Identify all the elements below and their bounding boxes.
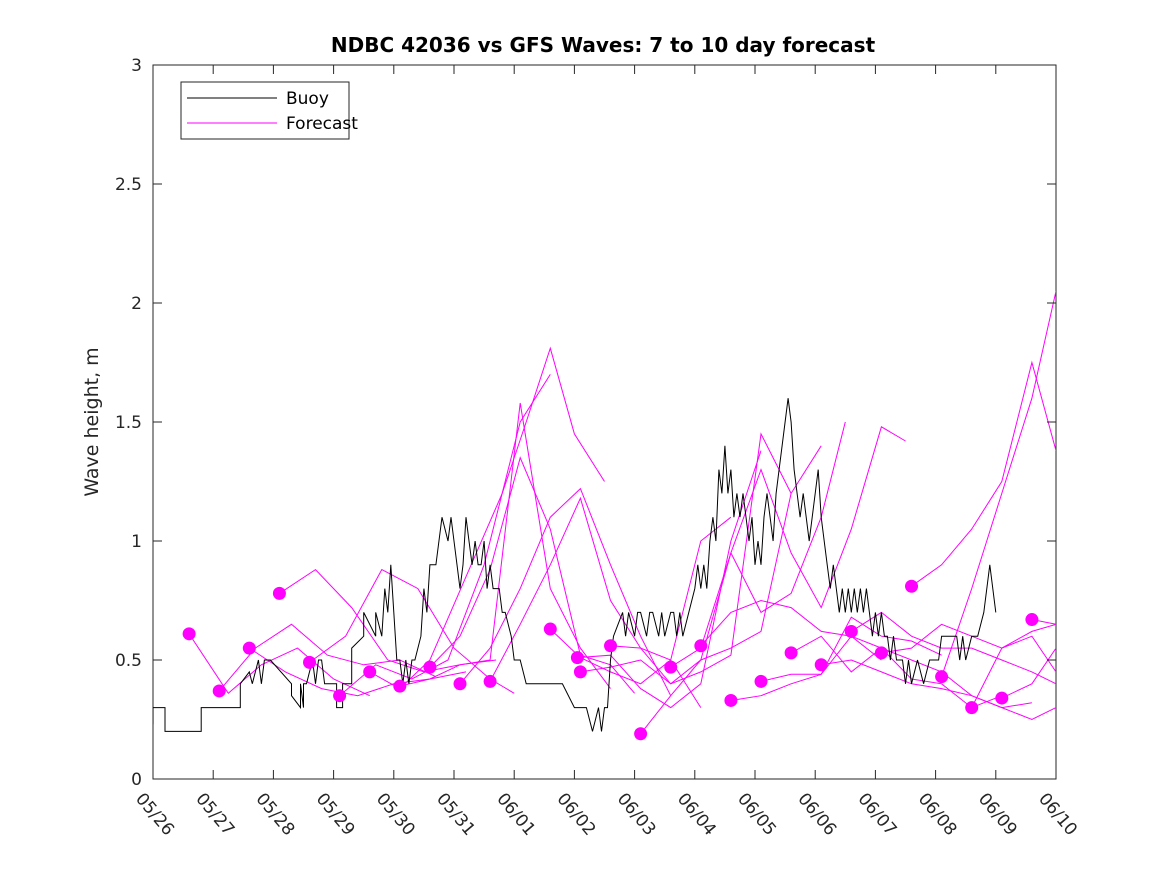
x-tick-label: 06/03 <box>613 789 660 839</box>
forecast-start-marker <box>363 665 377 679</box>
forecast-start-marker <box>543 622 557 636</box>
forecast-start-marker <box>965 701 979 715</box>
series-group <box>153 290 1056 741</box>
forecast-start-marker <box>784 646 798 660</box>
x-tick-label: 05/27 <box>191 789 238 839</box>
legend-label-forecast: Forecast <box>286 114 358 134</box>
forecast-line <box>399 402 611 689</box>
x-tick-label: 06/06 <box>793 789 840 839</box>
forecast-start-marker <box>483 674 497 688</box>
y-tick-label: 2.5 <box>115 175 142 195</box>
forecast-line <box>911 360 1056 587</box>
forecast-start-marker <box>995 691 1009 705</box>
forecast-start-marker <box>724 693 738 707</box>
y-tick-label: 3 <box>131 56 142 76</box>
forecast-line <box>971 635 1056 708</box>
legend-box <box>180 81 350 140</box>
forecast-start-marker <box>182 627 196 641</box>
forecast-start-marker <box>814 658 828 672</box>
forecast-start-marker <box>634 727 648 741</box>
forecast-start-marker <box>935 670 949 684</box>
x-tick-label: 06/04 <box>673 789 720 839</box>
forecast-start-marker <box>754 674 768 688</box>
x-tick-label: 06/01 <box>492 789 539 839</box>
legend-label-buoy: Buoy <box>286 89 329 109</box>
forecast-start-marker <box>844 624 858 638</box>
forecast-start-marker <box>905 579 919 593</box>
x-tick-label: 05/30 <box>372 789 419 839</box>
forecast-start-marker <box>1025 613 1039 627</box>
legend: Buoy Forecast <box>180 81 358 140</box>
forecast-start-marker <box>570 651 584 665</box>
forecast-line <box>577 450 762 709</box>
forecast-start-marker <box>604 639 618 653</box>
forecast-line <box>188 633 370 697</box>
forecast-start-marker <box>573 665 587 679</box>
forecast-line <box>821 659 1056 721</box>
forecast-start-marker <box>664 660 678 674</box>
forecast-start-marker <box>423 660 437 674</box>
x-tick-label: 06/07 <box>854 789 901 839</box>
y-tick-label: 1.5 <box>115 413 142 433</box>
y-tick-label: 0 <box>131 770 142 790</box>
y-tick-label: 0.5 <box>115 651 142 671</box>
plot-area <box>152 64 1057 780</box>
forecast-line <box>429 456 635 694</box>
x-tick-label: 06/05 <box>733 789 780 839</box>
forecast-line <box>670 426 906 668</box>
chart-title: NDBC 42036 vs GFS Waves: 7 to 10 day for… <box>331 33 876 57</box>
forecast-start-marker <box>874 646 888 660</box>
forecast-start-marker <box>242 641 256 655</box>
x-tick-label: 06/09 <box>974 789 1021 839</box>
y-axis-ticks: 0 0.5 1 1.5 2 2.5 3 <box>115 56 1056 790</box>
forecast-line <box>730 616 942 701</box>
forecast-line <box>459 487 672 696</box>
forecast-start-marker <box>694 639 708 653</box>
forecast-start-marker <box>333 689 347 703</box>
forecast-start-marker <box>212 684 226 698</box>
forecast-line <box>851 611 1056 685</box>
y-tick-label: 1 <box>131 532 142 552</box>
x-tick-label: 05/28 <box>252 789 299 839</box>
y-tick-label: 2 <box>131 294 142 314</box>
x-tick-label: 05/26 <box>131 789 178 839</box>
forecast-line <box>610 445 822 685</box>
forecast-start-marker <box>303 655 317 669</box>
buoy-line <box>153 398 997 732</box>
forecast-line <box>640 421 846 735</box>
x-tick-label: 06/08 <box>914 789 961 839</box>
y-axis-label: Wave height, m <box>81 347 103 496</box>
forecast-start-marker <box>272 586 286 600</box>
forecast-line <box>941 290 1056 677</box>
x-tick-label: 05/31 <box>432 789 479 839</box>
forecast-start-marker <box>393 679 407 693</box>
forecast-line <box>339 374 551 697</box>
x-tick-label: 06/10 <box>1034 789 1081 839</box>
x-tick-label: 05/29 <box>312 789 359 839</box>
x-tick-label: 06/02 <box>553 789 600 839</box>
forecast-line <box>489 496 702 708</box>
forecast-start-marker <box>453 677 467 691</box>
